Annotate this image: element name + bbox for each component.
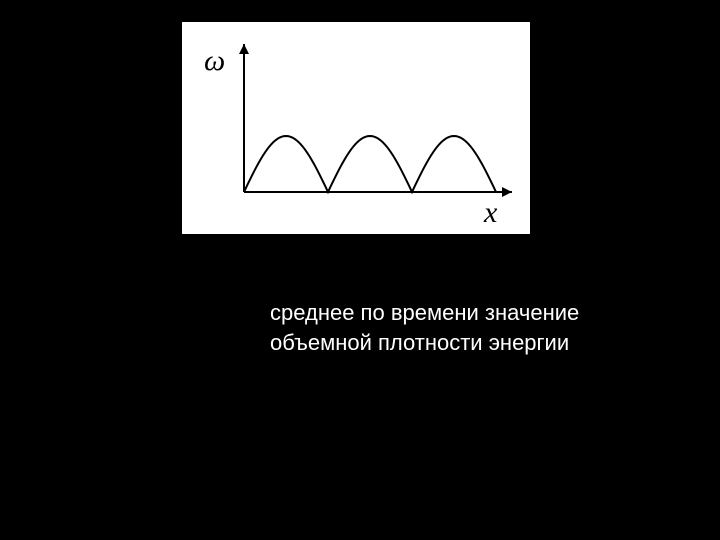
energy-density-chart: ωx <box>182 22 530 234</box>
y-axis-label: ω <box>204 44 225 77</box>
caption-line-1: среднее по времени значение <box>270 298 579 328</box>
chart-panel: ωx <box>182 22 530 234</box>
caption: среднее по времени значение объемной пло… <box>270 298 579 357</box>
caption-line-2: объемной плотности энергии <box>270 328 579 358</box>
x-axis-label: x <box>483 196 498 229</box>
